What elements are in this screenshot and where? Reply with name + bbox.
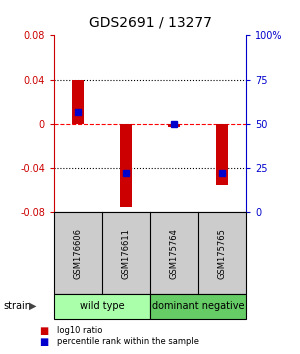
- Text: GSM175765: GSM175765: [218, 228, 226, 279]
- Text: percentile rank within the sample: percentile rank within the sample: [57, 337, 199, 346]
- Text: GSM176606: GSM176606: [74, 228, 82, 279]
- Text: ■: ■: [39, 337, 48, 347]
- Bar: [120, 124, 132, 207]
- Text: strain: strain: [3, 301, 31, 311]
- Text: dominant negative: dominant negative: [152, 301, 244, 311]
- Text: ■: ■: [39, 326, 48, 336]
- Text: log10 ratio: log10 ratio: [57, 326, 102, 336]
- Text: GSM176611: GSM176611: [122, 228, 130, 279]
- Bar: [216, 124, 228, 185]
- Text: ▶: ▶: [29, 301, 37, 311]
- Text: wild type: wild type: [80, 301, 124, 311]
- Bar: [72, 80, 84, 124]
- Text: GDS2691 / 13277: GDS2691 / 13277: [88, 16, 212, 30]
- Text: GSM175764: GSM175764: [169, 228, 178, 279]
- Bar: [168, 124, 180, 127]
